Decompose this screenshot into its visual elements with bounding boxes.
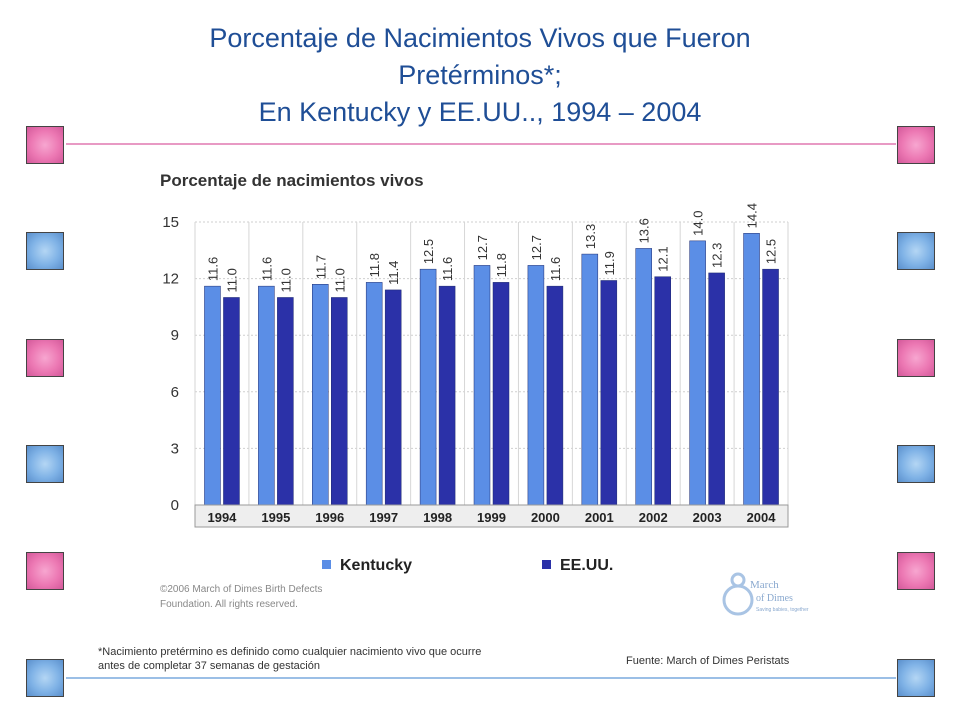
logo-text-2: of Dimes: [756, 593, 793, 604]
top-divider-line: [66, 143, 896, 145]
bar-kentucky-1994: [204, 285, 221, 506]
data-label: 13.6: [637, 218, 652, 243]
x-tick-label: 2001: [585, 510, 614, 525]
legend-swatch-kentucky: [322, 560, 331, 569]
data-label: 11.6: [259, 257, 274, 281]
x-tick-label: 2004: [747, 510, 777, 525]
bar-eeuu-1999: [492, 282, 510, 506]
x-tick-label: 2002: [639, 510, 668, 525]
title-line-1: Porcentaje de Nacimientos Vivos que Fuer…: [209, 23, 751, 53]
decor-square-pink: [26, 126, 64, 164]
y-tick-label: 0: [171, 497, 179, 514]
data-label: 12.7: [529, 235, 544, 260]
copyright-line-1: ©2006 March of Dimes Birth Defects: [160, 584, 322, 595]
footnote-line-2: antes de completar 37 semanas de gestaci…: [98, 660, 320, 672]
x-tick-label: 2003: [693, 510, 722, 525]
data-label: 11.0: [224, 268, 239, 292]
bar-kentucky-1998: [419, 268, 437, 506]
legend-swatch-eeuu: [542, 560, 551, 569]
logo-text-1: March: [750, 579, 779, 591]
bar-eeuu-1994: [223, 297, 240, 506]
decor-square-pink: [897, 552, 935, 590]
bar-kentucky-2000: [527, 265, 545, 506]
data-label: 11.7: [313, 255, 328, 279]
bar-eeuu-2001: [600, 280, 618, 506]
data-label: 12.3: [710, 243, 725, 268]
data-label: 11.6: [205, 257, 220, 281]
data-label: 12.7: [475, 235, 490, 260]
y-tick-label: 3: [171, 440, 179, 457]
bar-eeuu-1996: [331, 297, 348, 506]
bar-eeuu-2004: [762, 268, 779, 506]
bar-kentucky-1999: [473, 265, 491, 506]
bar-eeuu-2000: [546, 285, 564, 506]
y-tick-label: 6: [171, 384, 179, 401]
bar-eeuu-1997: [384, 289, 402, 506]
decor-square-blue: [26, 445, 64, 483]
bar-kentucky-1995: [258, 285, 275, 506]
bar-kentucky-2001: [581, 253, 599, 506]
data-label: 12.5: [421, 239, 436, 264]
x-tick-label: 1999: [477, 510, 506, 525]
decor-square-pink: [897, 126, 935, 164]
decor-square-pink: [897, 339, 935, 377]
decor-square-blue: [897, 232, 935, 270]
data-label: 11.0: [278, 268, 293, 292]
title-line-3: En Kentucky y EE.UU.., 1994 – 2004: [258, 97, 702, 127]
source-text: Fuente: March of Dimes Peristats: [626, 655, 790, 667]
decor-square-blue: [897, 445, 935, 483]
data-label: 13.3: [583, 224, 598, 249]
bar-kentucky-2003: [689, 240, 706, 506]
bar-eeuu-2002: [654, 276, 671, 506]
decor-square-blue: [26, 232, 64, 270]
x-tick-label: 1995: [261, 510, 290, 525]
logo-text-3: Saving babies, together: [756, 607, 809, 613]
x-tick-label: 1996: [315, 510, 344, 525]
copyright-line-2: Foundation. All rights reserved.: [160, 599, 298, 610]
bar-kentucky-2002: [635, 248, 652, 506]
data-label: 14.4: [745, 203, 760, 228]
decor-square-pink: [26, 339, 64, 377]
x-tick-label: 1998: [423, 510, 452, 525]
march-of-dimes-logo: March of Dimes Saving babies, together: [722, 572, 809, 616]
x-tick-label: 1997: [369, 510, 398, 525]
y-tick-label: 9: [171, 327, 179, 344]
decor-square-blue: [26, 659, 64, 697]
data-label: 14.0: [691, 211, 706, 236]
bar-kentucky-1997: [365, 282, 383, 506]
data-label: 11.8: [367, 253, 382, 277]
x-tick-label: 1994: [207, 510, 237, 525]
data-label: 11.6: [548, 257, 563, 281]
data-label: 11.0: [332, 268, 347, 292]
bar-eeuu-2003: [708, 272, 725, 506]
preterm-birth-bar-chart: Porcentaje de nacimientos vivos 11.6 11.0…: [160, 171, 809, 616]
y-tick-label: 15: [162, 214, 179, 231]
decor-square-pink: [26, 552, 64, 590]
x-axis-band: [194, 504, 789, 528]
data-label: 11.9: [602, 251, 617, 275]
title-line-2: Pretérminos*;: [398, 60, 562, 90]
chart-title: Porcentaje de nacimientos vivos: [160, 171, 424, 190]
decor-square-blue: [897, 659, 935, 697]
footnote-line-1: *Nacimiento pretérmino es definido como …: [98, 646, 482, 658]
slide-title: Porcentaje de Nacimientos Vivos que Fuer…: [80, 20, 880, 131]
bottom-divider-line: [66, 677, 896, 679]
bar-kentucky-1996: [312, 284, 329, 506]
bar-kentucky-2004: [743, 233, 760, 506]
bar-eeuu-1998: [438, 285, 456, 506]
legend-label-eeuu: EE.UU.: [560, 557, 613, 574]
bar-eeuu-1995: [277, 297, 294, 506]
y-tick-label: 12: [162, 271, 179, 288]
x-tick-label: 2000: [531, 510, 560, 525]
data-label: 12.1: [656, 246, 671, 271]
footnote: *Nacimiento pretérmino es definido como …: [98, 645, 578, 673]
data-label: 11.6: [440, 257, 455, 281]
legend-label-kentucky: Kentucky: [340, 557, 412, 574]
data-label: 11.4: [386, 261, 401, 285]
data-label: 11.8: [494, 253, 509, 277]
data-label: 12.5: [764, 239, 779, 264]
